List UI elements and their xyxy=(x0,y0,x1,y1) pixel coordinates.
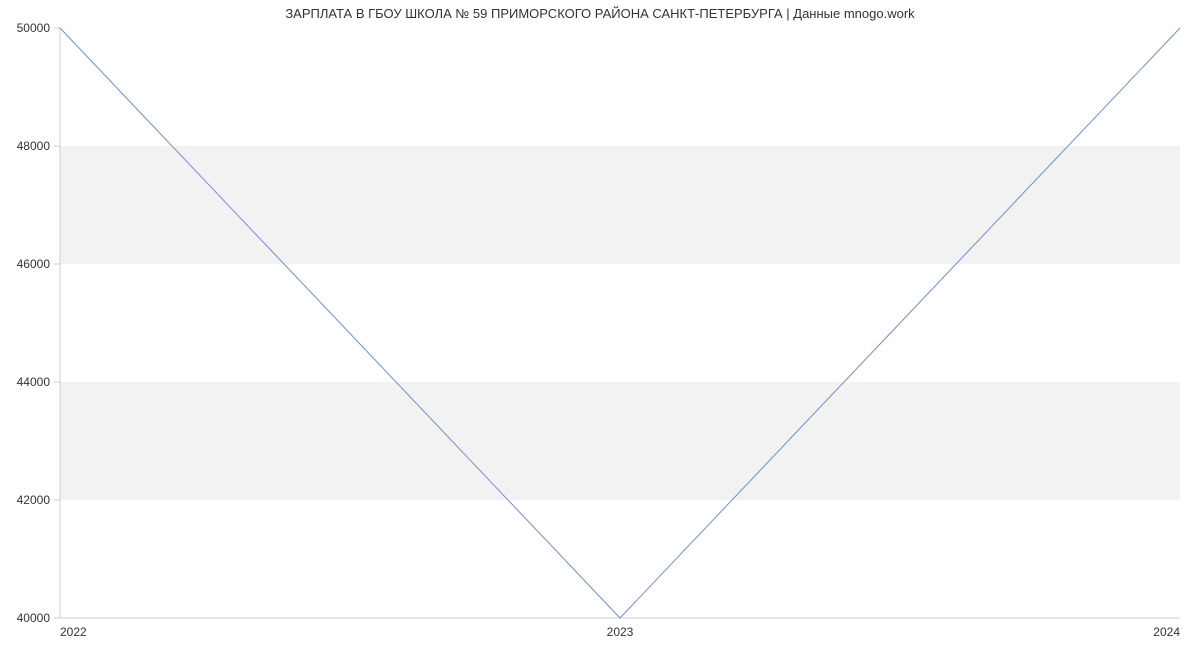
chart-svg: 40000 42000 44000 46000 48000 50000 2022 2023 20… xyxy=(0,0,1200,650)
y-tick-label: 50000 xyxy=(17,21,51,35)
salary-line xyxy=(60,28,1180,618)
x-tick-label: 2024 xyxy=(1153,625,1180,639)
y-tick-label: 42000 xyxy=(17,493,51,507)
x-tick-label: 2022 xyxy=(60,625,87,639)
salary-chart: ЗАРПЛАТА В ГБОУ ШКОЛА № 59 ПРИМОРСКОГО Р… xyxy=(0,0,1200,650)
y-tick-label: 44000 xyxy=(17,375,51,389)
y-tick-label: 40000 xyxy=(17,611,51,625)
y-tick-label: 48000 xyxy=(17,139,51,153)
x-tick-label: 2023 xyxy=(607,625,634,639)
y-tick-label: 46000 xyxy=(17,257,51,271)
grid-band xyxy=(60,382,1180,500)
